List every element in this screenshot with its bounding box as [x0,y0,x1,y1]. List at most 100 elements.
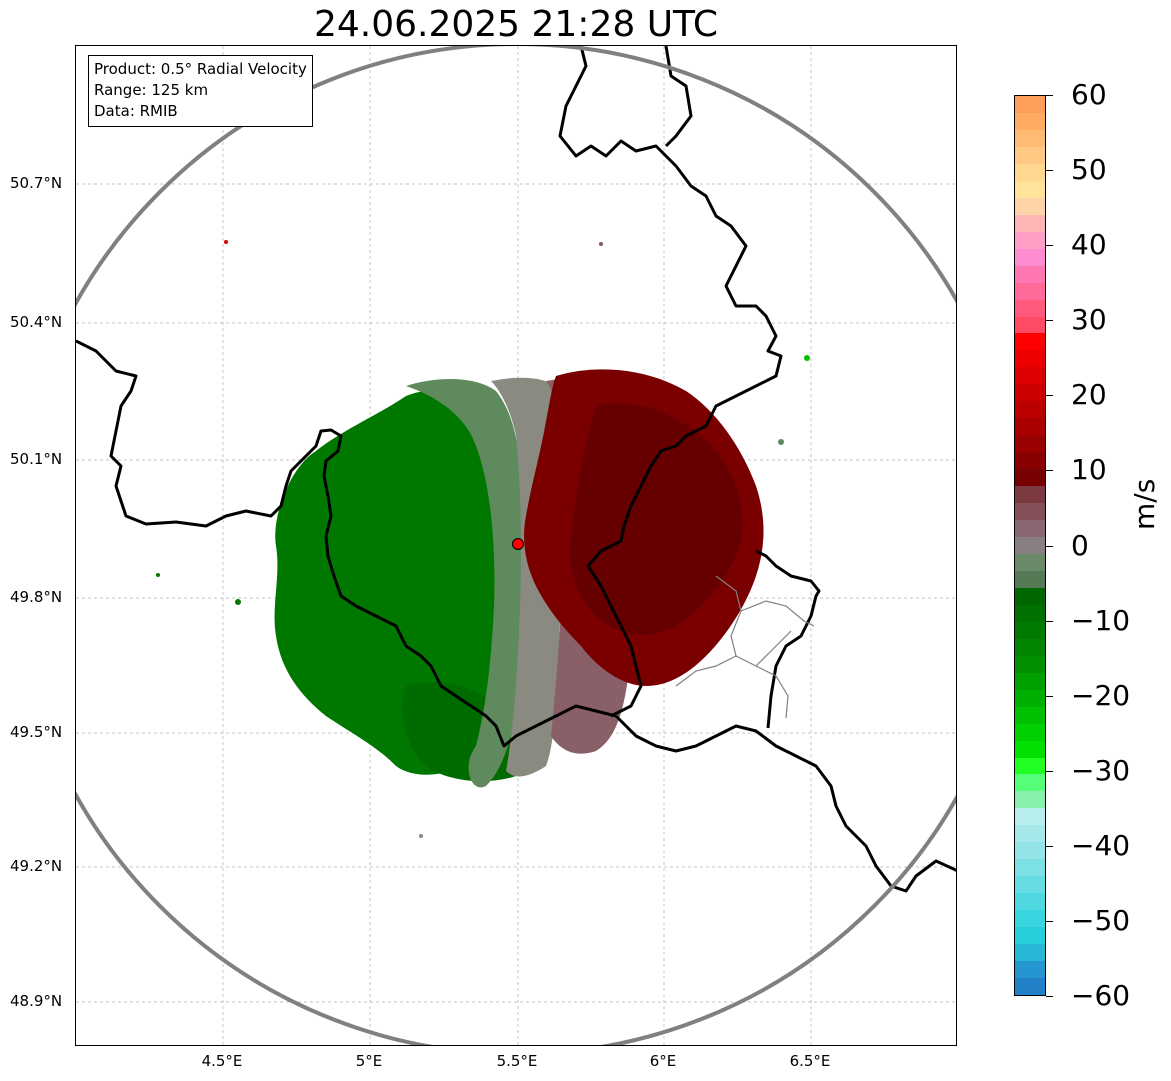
colorbar-tick-mark [1046,621,1053,622]
colorbar-segment [1015,146,1045,165]
colorbar-tick-mark [1046,170,1053,171]
colorbar-segment [1015,604,1045,623]
product-label: Product: 0.5° Radial Velocity [94,60,307,78]
colorbar-segment [1015,655,1045,674]
radar-map-canvas [76,46,956,1045]
colorbar-segment [1015,163,1045,182]
echo-green-grey [406,379,524,788]
colorbar-segment [1015,418,1045,437]
border-west [76,339,617,748]
colorbar-segment [1015,248,1045,267]
lat-tick-label: 49.5°N [10,723,63,741]
colorbar-segment [1015,469,1045,488]
colorbar-segment [1015,129,1045,148]
colorbar-segment [1015,282,1045,301]
radar-map[interactable] [75,45,957,1046]
map-title: 24.06.2025 21:28 UTC [313,4,719,45]
colorbar-segment [1015,452,1045,471]
lon-tick-label: 6°E [649,1052,677,1070]
colorbar-segment [1015,503,1045,522]
lat-tick-label: 49.2°N [10,857,63,875]
colorbar-tick-label: −50 [1071,903,1131,937]
colorbar-segment [1015,333,1045,352]
colorbar-segment [1015,689,1045,708]
echo-red-inner [569,403,743,635]
colorbar-tick-label: 20 [1071,378,1107,412]
colorbar-segment [1015,723,1045,742]
colorbar-segment [1015,706,1045,725]
colorbar-segment [1015,299,1045,318]
colorbar-segment [1015,367,1045,386]
colorbar-segment [1015,435,1045,454]
colorbar-segment [1015,570,1045,589]
colorbar-tick-mark [1046,546,1053,547]
district-boundaries [675,575,815,719]
colorbar-tick-label: −10 [1071,603,1131,637]
colorbar-segment [1015,401,1045,420]
colorbar-segment [1015,553,1045,572]
colorbar-tick-label: −60 [1071,979,1131,1012]
colorbar-tick-mark [1046,470,1053,471]
colorbar-tick-label: −30 [1071,753,1131,787]
lon-tick-label: 5.5°E [496,1052,538,1070]
lat-tick-label: 49.8°N [10,588,63,606]
velocity-colorbar [1014,95,1046,996]
colorbar-tick-label: 50 [1071,153,1107,187]
colorbar-segment [1015,757,1045,776]
colorbar-segment [1015,112,1045,131]
data-source-label: Data: RMIB [94,102,178,120]
lat-tick-label: 48.9°N [10,992,63,1010]
colorbar-segment [1015,350,1045,369]
border-south-east [614,714,956,893]
border-north-top [664,46,693,148]
colorbar-tick-mark [1046,771,1053,772]
colorbar-tick-label: 0 [1071,528,1089,562]
colorbar-segment [1015,316,1045,335]
colorbar-segment [1015,808,1045,827]
border-north-east [558,46,783,718]
colorbar-segment [1015,214,1045,233]
colorbar-segment [1015,774,1045,793]
colorbar-segment [1015,520,1045,538]
radar-site-marker [512,538,524,550]
colorbar-segment [1015,384,1045,403]
colorbar-tick-label: 10 [1071,453,1107,487]
colorbar-tick-label: −40 [1071,828,1131,862]
colorbar-segment [1015,740,1045,759]
lon-tick-label: 6.5°E [789,1052,831,1070]
colorbar-segment [1015,537,1045,555]
lon-tick-label: 4.5°E [201,1052,243,1070]
echo-green-west [274,390,507,775]
border-lux-east [755,549,821,729]
colorbar-tick-mark [1046,320,1053,321]
colorbar-segment [1015,231,1045,250]
colorbar-segment [1015,587,1045,606]
colorbar-segment [1015,842,1045,861]
colorbar-segment [1015,180,1045,199]
colorbar-unit-label: m/s [1128,478,1161,530]
range-label: Range: 125 km [94,81,209,99]
colorbar-tick-mark [1046,696,1053,697]
colorbar-segment [1015,910,1045,929]
country-borders [76,46,956,893]
colorbar-tick-mark [1046,245,1053,246]
colorbar-tick-mark [1046,95,1053,96]
colorbar-segment [1015,621,1045,640]
lat-tick-label: 50.4°N [10,313,63,331]
colorbar-tick-label: −20 [1071,678,1131,712]
colorbar-tick-label: 60 [1071,78,1107,111]
colorbar-segment [1015,961,1045,980]
colorbar-segment [1015,876,1045,895]
colorbar-tick-mark [1046,846,1053,847]
colorbar-segment [1015,825,1045,844]
colorbar-segment [1015,927,1045,946]
colorbar-tick-label: 30 [1071,303,1107,337]
colorbar-segment [1015,486,1045,505]
colorbar-segment [1015,859,1045,878]
colorbar-tick-label: 40 [1071,228,1107,262]
radial-velocity-echoes [156,240,810,838]
colorbar-segment [1015,672,1045,691]
colorbar-segment [1015,638,1045,657]
lat-tick-label: 50.1°N [10,450,63,468]
lon-tick-label: 5°E [355,1052,383,1070]
